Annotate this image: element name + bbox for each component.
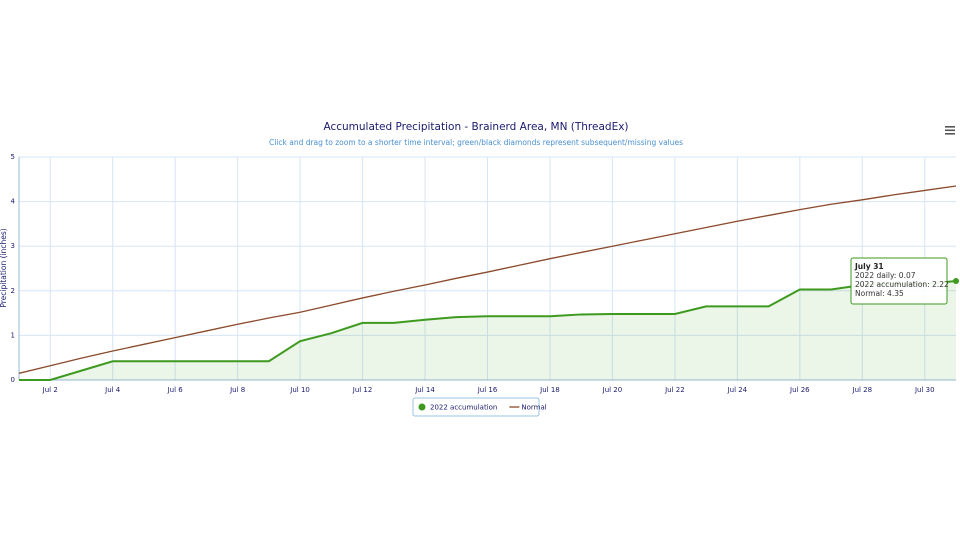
x-tick-label: Jul 18: [539, 386, 560, 394]
x-tick-label: Jul 28: [852, 386, 873, 394]
tooltip-line: 2022 daily: 0.07: [855, 271, 916, 280]
legend: 2022 accumulation Normal: [412, 397, 547, 417]
x-tick-label: Jul 6: [167, 386, 184, 394]
tooltip-box: [850, 257, 948, 305]
series-line: [19, 279, 957, 381]
x-tick-label: Jul 14: [414, 386, 435, 394]
x-tick-label: Jul 2: [42, 386, 58, 394]
y-tick-label: 4: [11, 198, 16, 206]
menu-bar[interactable]: [945, 133, 955, 135]
series-line: [18, 185, 957, 374]
tooltip-line: 2022 accumulation: 2.22: [855, 280, 949, 289]
x-tick-label: Jul 12: [352, 386, 373, 394]
y-tick-label: 0: [11, 376, 15, 384]
y-axis-label: Precipitation (inches): [0, 228, 8, 307]
chart-subtitle: Click and drag to zoom to a shorter time…: [269, 138, 683, 147]
y-tick-label: 2: [11, 287, 15, 295]
x-tick-label: Jul 16: [477, 386, 498, 394]
y-tick-label: 3: [11, 242, 15, 250]
hover-point: [953, 277, 959, 284]
chart-title: Accumulated Precipitation - Brainerd Are…: [323, 121, 628, 133]
x-tick-label: Jul 4: [104, 386, 121, 394]
legend-label: Normal: [521, 404, 546, 412]
x-tick-label: Jul 10: [289, 386, 310, 394]
menu-bar[interactable]: [945, 126, 955, 128]
area: [19, 280, 956, 380]
x-tick-label: Jul 22: [664, 386, 685, 394]
x-tick-label: Jul 26: [789, 386, 810, 394]
tooltip-title: July 31: [854, 262, 884, 271]
x-tick-label: Jul 8: [229, 386, 245, 394]
x-tick-label: Jul 20: [602, 386, 623, 394]
y-tick-label: 1: [11, 331, 15, 339]
legend-symbol: [418, 403, 426, 411]
menu-bar[interactable]: [945, 129, 955, 132]
y-tick-label: 5: [11, 153, 15, 161]
legend-box: [412, 397, 540, 417]
tooltip-line: Normal: 4.35: [855, 289, 904, 298]
x-tick-label: Jul 30: [914, 386, 935, 394]
legend-label: 2022 accumulation: [430, 404, 497, 412]
menu-button[interactable]: [945, 126, 955, 135]
x-tick-label: Jul 24: [727, 386, 748, 394]
